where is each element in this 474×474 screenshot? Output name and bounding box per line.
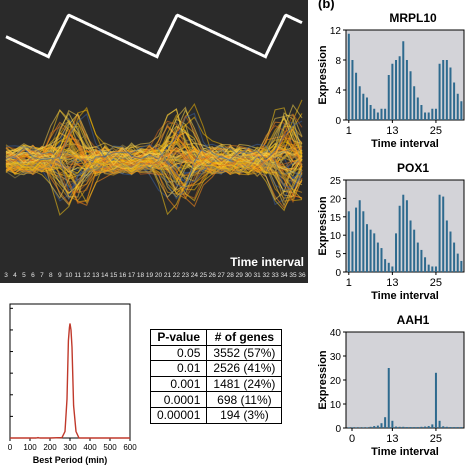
heatmap-trace	[5, 143, 303, 169]
heatmap-tick-label: 26	[209, 272, 217, 279]
heatmap-tick-label: 7	[40, 272, 44, 279]
heatmap-tick-label: 15	[110, 272, 118, 279]
header-genes: # of genes	[206, 329, 283, 346]
heatmap-tick-label: 13	[92, 272, 100, 279]
table-row: 0.001 1481 (24%)	[149, 375, 283, 393]
table-header-row: P-value # of genes	[149, 329, 283, 346]
heatmap-trace	[5, 149, 303, 201]
heatmap-trace	[5, 137, 303, 173]
heatmap-tick-label: 32	[263, 272, 271, 279]
genes-cell: 3552 (57%)	[206, 344, 283, 362]
heatmap-trace	[5, 103, 303, 166]
heatmap-trace	[5, 107, 303, 157]
heatmap-traces	[5, 99, 303, 216]
heatmap-tick-label: 10	[65, 272, 73, 279]
heatmap-trace	[5, 143, 303, 192]
heatmap-tick-label: 8	[49, 272, 53, 279]
heatmap-tick-label: 22	[173, 272, 181, 279]
heatmap-tick-label: 9	[58, 272, 62, 279]
heatmap-tick-label: 35	[289, 272, 297, 279]
table-row: 0.01 2526 (41%)	[149, 360, 283, 377]
heatmap-tick-label: 34	[280, 272, 288, 279]
genes-cell: 1481 (24%)	[206, 375, 283, 393]
header-pvalue: P-value	[149, 329, 208, 346]
table-row: 0.05 3552 (57%)	[149, 344, 283, 362]
heatmap-xticks: 3 4 5 6 7 8 9 10 11 12 13 14 15 16 17 18 19 20 21 22 23 24 25 2…	[4, 272, 306, 279]
heatmap-tick-label: 11	[74, 272, 81, 279]
heatmap-tick-label: 36	[298, 272, 306, 279]
pvalue-table: P-value # of genes 0.05 3552 (57%) 0.01 …	[149, 329, 283, 424]
genes-cell: 194 (3%)	[206, 406, 283, 424]
heatmap-tick-label: 24	[191, 272, 199, 279]
pvalue-cell: 0.0001	[149, 391, 208, 408]
pvalue-cell: 0.00001	[149, 406, 208, 424]
heatmap-tick-label: 21	[164, 272, 172, 279]
table-row: 0.00001 194 (3%)	[149, 406, 283, 424]
heatmap-tick-label: 4	[13, 272, 17, 279]
heatmap-tick-label: 12	[83, 272, 91, 279]
heatmap-background	[0, 0, 308, 283]
pvalue-cell: 0.01	[149, 360, 208, 377]
heatmap-tick-label: 29	[236, 272, 244, 279]
heatmap-tick-label: 33	[271, 272, 279, 279]
heatmap-xlabel: Time interval	[230, 255, 304, 269]
genes-cell: 698 (11%)	[206, 391, 283, 408]
pvalue-cell: 0.05	[149, 344, 208, 362]
heatmap-tick-label: 3	[4, 272, 8, 279]
heatmap-tick-label: 23	[182, 272, 190, 279]
heatmap-tick-label: 17	[128, 272, 136, 279]
heatmap-tick-label: 16	[119, 272, 127, 279]
heatmap-tick-label: 31	[254, 272, 262, 279]
heatmap-tick-label: 25	[200, 272, 208, 279]
genes-cell: 2526 (41%)	[206, 360, 283, 377]
heatmap-tick-label: 6	[31, 272, 35, 279]
heatmap-average-trace	[5, 13, 303, 59]
heatmap-tick-label: 27	[218, 272, 226, 279]
heatmap-trace	[5, 161, 303, 193]
heatmap-tick-label: 28	[227, 272, 235, 279]
heatmap-tick-label: 30	[245, 272, 253, 279]
heatmap-tick-label: 5	[22, 272, 26, 279]
heatmap-tick-label: 19	[146, 272, 154, 279]
heatmap-trace	[5, 143, 303, 179]
heatmap-tick-label: 18	[137, 272, 145, 279]
heatmap-trace	[5, 116, 303, 160]
pvalue-cell: 0.001	[149, 375, 208, 393]
table-row: 0.0001 698 (11%)	[149, 391, 283, 408]
heatmap-tick-label: 14	[101, 272, 109, 279]
heatmap-tick-label: 20	[155, 272, 163, 279]
